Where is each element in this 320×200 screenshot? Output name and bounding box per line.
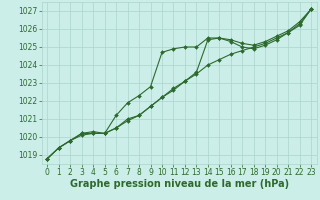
X-axis label: Graphe pression niveau de la mer (hPa): Graphe pression niveau de la mer (hPa): [70, 179, 289, 189]
